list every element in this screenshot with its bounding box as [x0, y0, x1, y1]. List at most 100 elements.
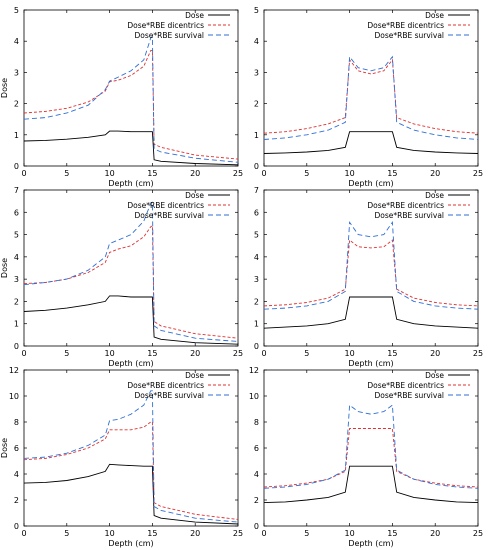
y-tick-label: 3 [14, 68, 19, 77]
x-tick-label: 0 [21, 349, 26, 358]
y-tick-label: 7 [14, 186, 19, 195]
y-tick-label: 4 [254, 37, 259, 46]
y-tick-label: 4 [14, 37, 19, 46]
x-tick-label: 5 [64, 529, 69, 538]
series-line-2 [263, 239, 479, 307]
y-tick-label: 8 [14, 418, 19, 427]
x-tick-label: 25 [473, 169, 483, 178]
y-tick-label: 3 [254, 275, 259, 284]
y-axis-label: Dose [0, 78, 9, 98]
y-tick-label: 7 [254, 186, 259, 195]
x-tick-label: 15 [147, 349, 157, 358]
y-tick-label: 5 [14, 231, 19, 240]
x-tick-label: 15 [147, 169, 157, 178]
series-line-2 [23, 224, 239, 339]
y-tick-label: 1 [254, 320, 259, 329]
x-tick-label: 20 [430, 169, 440, 178]
legend-label-3: Dose*RBE survival [375, 211, 445, 220]
legend-label-2: Dose*RBE dicentrics [367, 21, 444, 30]
x-tick-label: 20 [430, 349, 440, 358]
legend-label-2: Dose*RBE dicentrics [367, 381, 444, 390]
y-tick-label: 8 [254, 418, 259, 427]
plot-frame [263, 9, 479, 167]
x-tick-label: 10 [345, 529, 355, 538]
series-line-3 [23, 390, 239, 523]
y-tick-label: 2 [254, 297, 259, 306]
legend-label-3: Dose*RBE survival [375, 391, 445, 400]
x-tick-label: 0 [261, 529, 266, 538]
series-line-1 [23, 130, 239, 166]
series-line-2 [263, 58, 479, 134]
legend-label-1: Dose [425, 191, 444, 200]
y-tick-label: 10 [9, 392, 19, 401]
x-tick-label: 0 [21, 529, 26, 538]
series-line-1 [263, 465, 479, 504]
plot-frame [263, 189, 479, 347]
y-tick-label: 0 [14, 522, 19, 531]
legend-label-2: Dose*RBE dicentrics [127, 21, 204, 30]
series-line-3 [263, 220, 479, 310]
y-tick-label: 0 [254, 162, 259, 171]
x-tick-label: 25 [473, 349, 483, 358]
y-tick-label: 6 [14, 444, 19, 453]
x-tick-label: 0 [261, 349, 266, 358]
y-tick-label: 4 [254, 253, 259, 262]
y-tick-label: 12 [249, 366, 259, 375]
x-tick-label: 5 [64, 169, 69, 178]
x-tick-label: 20 [190, 169, 200, 178]
x-tick-label: 20 [190, 529, 200, 538]
series-line-2 [23, 50, 239, 160]
legend-label-1: Dose [185, 371, 204, 380]
legend-label-3: Dose*RBE survival [135, 211, 205, 220]
x-tick-label: 20 [190, 349, 200, 358]
y-tick-label: 0 [254, 522, 259, 531]
x-tick-label: 10 [345, 349, 355, 358]
x-tick-label: 5 [304, 169, 309, 178]
y-tick-label: 0 [14, 342, 19, 351]
y-tick-label: 5 [14, 6, 19, 15]
x-tick-label: 15 [387, 529, 397, 538]
y-tick-label: 12 [9, 366, 19, 375]
x-tick-label: 25 [233, 529, 243, 538]
legend-label-2: Dose*RBE dicentrics [127, 201, 204, 210]
y-tick-label: 0 [14, 162, 19, 171]
y-tick-label: 2 [14, 297, 19, 306]
legend-label-1: Dose [185, 191, 204, 200]
y-tick-label: 2 [14, 496, 19, 505]
y-tick-label: 6 [254, 444, 259, 453]
legend-label-3: Dose*RBE survival [135, 31, 205, 40]
series-line-1 [263, 296, 479, 329]
y-tick-label: 10 [249, 392, 259, 401]
series-line-3 [23, 201, 239, 342]
legend-label-1: Dose [425, 11, 444, 20]
x-tick-label: 10 [345, 169, 355, 178]
x-tick-label: 15 [147, 529, 157, 538]
y-tick-label: 3 [254, 68, 259, 77]
y-tick-label: 1 [254, 131, 259, 140]
x-axis-label: Depth (cm) [108, 179, 153, 188]
y-tick-label: 5 [254, 231, 259, 240]
x-tick-label: 25 [233, 349, 243, 358]
series-line-1 [263, 131, 479, 154]
legend-label-2: Dose*RBE dicentrics [127, 381, 204, 390]
y-tick-label: 5 [254, 6, 259, 15]
x-axis-label: Depth (cm) [108, 539, 153, 548]
y-tick-label: 0 [254, 342, 259, 351]
x-tick-label: 5 [64, 349, 69, 358]
series-line-2 [23, 421, 239, 520]
x-tick-label: 15 [387, 169, 397, 178]
y-tick-label: 2 [254, 496, 259, 505]
y-tick-label: 6 [14, 208, 19, 217]
legend-label-2: Dose*RBE dicentrics [367, 201, 444, 210]
legend-label-3: Dose*RBE survival [375, 31, 445, 40]
x-axis-label: Depth (cm) [348, 179, 393, 188]
x-tick-label: 0 [261, 169, 266, 178]
y-tick-label: 2 [14, 100, 19, 109]
plot-frame [23, 189, 239, 347]
y-axis-label: Dose [0, 258, 9, 278]
